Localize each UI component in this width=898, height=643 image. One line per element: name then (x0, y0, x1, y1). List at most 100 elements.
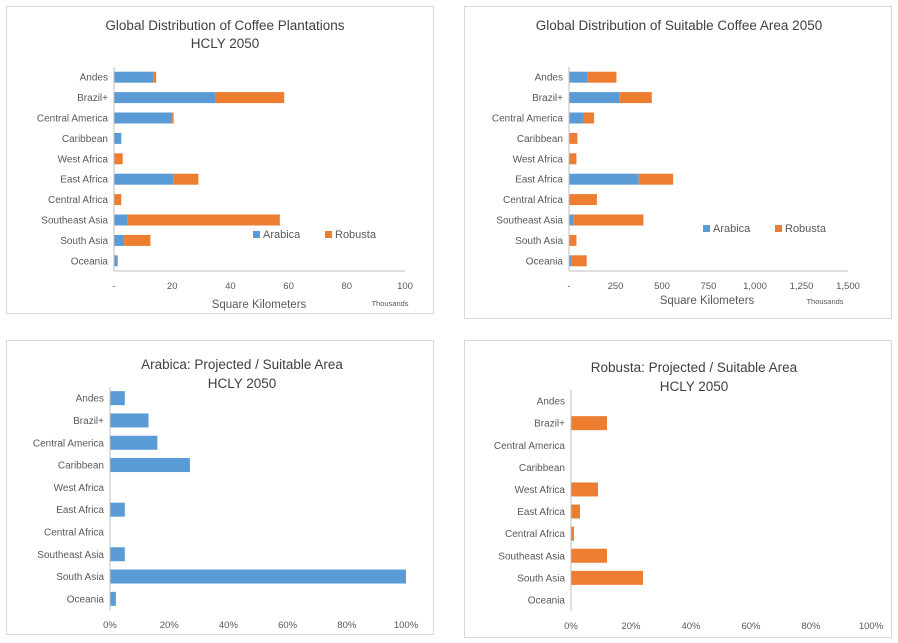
bar-robusta-central-africa (114, 194, 121, 205)
legend-label-arabica: Arabica (263, 229, 301, 241)
x-axis-units: Thousands (806, 297, 843, 306)
bar-robusta-oceania (572, 255, 587, 266)
bar-robusta-brazil (216, 92, 284, 103)
category-label-central-africa: Central Africa (503, 195, 563, 206)
bar-robusta-southeast-asia (127, 215, 280, 226)
category-label-brazil: Brazil+ (532, 93, 563, 104)
category-label-west-africa: West Africa (515, 485, 566, 496)
category-label-central-africa: Central Africa (48, 195, 108, 206)
category-label-caribbean: Caribbean (58, 461, 104, 472)
category-label-east-africa: East Africa (56, 505, 104, 516)
bar-arabica-east-africa (569, 174, 639, 185)
chart-subtitle: HCLY 2050 (660, 379, 729, 394)
legend-swatch-arabica (253, 231, 260, 238)
x-tick-label: 100% (859, 621, 884, 632)
bar-robusta-southeast-asia (574, 215, 644, 226)
panel-arabica-ratio: Arabica: Projected / Suitable Area HCLY … (6, 340, 434, 635)
chart-robusta-ratio: Robusta: Projected / Suitable Area HCLY … (465, 341, 893, 639)
x-tick-label: 100 (397, 281, 413, 292)
x-tick-label: 500 (654, 281, 670, 292)
bar-arabica-southeast-asia (114, 215, 127, 226)
x-tick-label: 1,000 (743, 281, 767, 292)
bar-arabica-caribbean (114, 133, 121, 144)
category-label-oceania: Oceania (67, 594, 105, 605)
chart-title: Global Distribution of Suitable Coffee A… (536, 18, 822, 33)
x-axis-label: Square Kilometers (212, 299, 307, 311)
bar-robusta-south-asia (570, 235, 577, 246)
x-tick-label: 100% (394, 620, 419, 631)
bar-arabica-south-asia (110, 570, 406, 584)
bar-robusta-central-america (583, 113, 594, 124)
category-label-central-america: Central America (492, 114, 564, 125)
bar-robusta-caribbean (570, 133, 577, 144)
chart-arabica-ratio: Arabica: Projected / Suitable Area HCLY … (7, 341, 435, 636)
panel-plantations: Global Distribution of Coffee Plantation… (6, 6, 434, 314)
legend-label-robusta: Robusta (335, 229, 377, 241)
x-axis-label: Square Kilometers (660, 295, 755, 307)
bar-robusta-east-africa (571, 505, 580, 519)
bar-robusta-south-asia (571, 571, 643, 585)
category-label-central-america: Central America (37, 114, 109, 125)
bar-arabica-central-america (110, 436, 157, 450)
bar-robusta-brazil (571, 416, 607, 430)
category-label-central-america: Central America (33, 438, 105, 449)
x-tick-label: 0% (564, 621, 578, 632)
bar-robusta-andes (588, 72, 617, 83)
category-label-east-africa: East Africa (515, 175, 563, 186)
legend-label-arabica: Arabica (713, 223, 751, 235)
category-label-central-africa: Central Africa (505, 529, 565, 540)
bar-robusta-brazil (619, 92, 652, 103)
x-tick-label: 20 (167, 281, 178, 292)
chart-suitable: Global Distribution of Suitable Coffee A… (465, 7, 893, 320)
x-tick-label: 40 (225, 281, 236, 292)
x-tick-label: - (567, 281, 570, 292)
chart-title: Arabica: Projected / Suitable Area (141, 357, 343, 372)
legend-swatch-robusta (775, 225, 782, 232)
x-tick-label: 20% (160, 620, 180, 631)
bar-arabica-east-africa (110, 503, 125, 517)
bar-robusta-andes (153, 72, 156, 83)
bar-robusta-southeast-asia (571, 549, 607, 563)
category-label-oceania: Oceania (71, 256, 109, 267)
category-label-andes: Andes (80, 73, 108, 84)
category-label-central-africa: Central Africa (44, 527, 104, 538)
bar-robusta-west-africa (569, 153, 576, 164)
bar-arabica-oceania (110, 592, 116, 606)
category-label-andes: Andes (537, 397, 565, 408)
category-label-brazil: Brazil+ (73, 416, 104, 427)
category-label-brazil: Brazil+ (534, 419, 565, 430)
x-tick-label: 80% (801, 621, 821, 632)
category-label-southeast-asia: Southeast Asia (498, 551, 565, 562)
bar-robusta-central-africa (569, 194, 597, 205)
chart-title: Robusta: Projected / Suitable Area (591, 360, 798, 375)
bar-robusta-central-america (172, 113, 173, 124)
bar-robusta-east-africa (639, 174, 673, 185)
bar-arabica-central-america (569, 113, 583, 124)
category-label-south-asia: South Asia (517, 573, 565, 584)
chart-subtitle: HCLY 2050 (208, 376, 277, 391)
bar-arabica-southeast-asia (569, 215, 574, 226)
bar-robusta-oceania (117, 255, 118, 266)
category-label-west-africa: West Africa (513, 154, 564, 165)
legend-label-robusta: Robusta (785, 223, 827, 235)
category-label-southeast-asia: Southeast Asia (37, 550, 104, 561)
panel-robusta-ratio: Robusta: Projected / Suitable Area HCLY … (464, 340, 892, 638)
x-tick-label: 40% (681, 621, 701, 632)
category-label-east-africa: East Africa (60, 175, 108, 186)
category-label-oceania: Oceania (526, 256, 564, 267)
x-tick-label: 60% (278, 620, 298, 631)
legend-swatch-arabica (703, 225, 710, 232)
category-label-brazil: Brazil+ (77, 93, 108, 104)
legend-swatch-robusta (325, 231, 332, 238)
bar-arabica-southeast-asia (110, 547, 125, 561)
category-label-southeast-asia: Southeast Asia (496, 216, 563, 227)
bar-robusta-east-africa (174, 174, 199, 185)
category-label-southeast-asia: Southeast Asia (41, 216, 108, 227)
x-tick-label: 60 (283, 281, 294, 292)
x-axis-units: Thousands (371, 299, 408, 308)
category-label-west-africa: West Africa (58, 154, 109, 165)
category-label-andes: Andes (535, 73, 563, 84)
x-tick-label: 40% (219, 620, 239, 631)
x-tick-label: 1,250 (790, 281, 814, 292)
x-tick-label: 0% (103, 620, 117, 631)
